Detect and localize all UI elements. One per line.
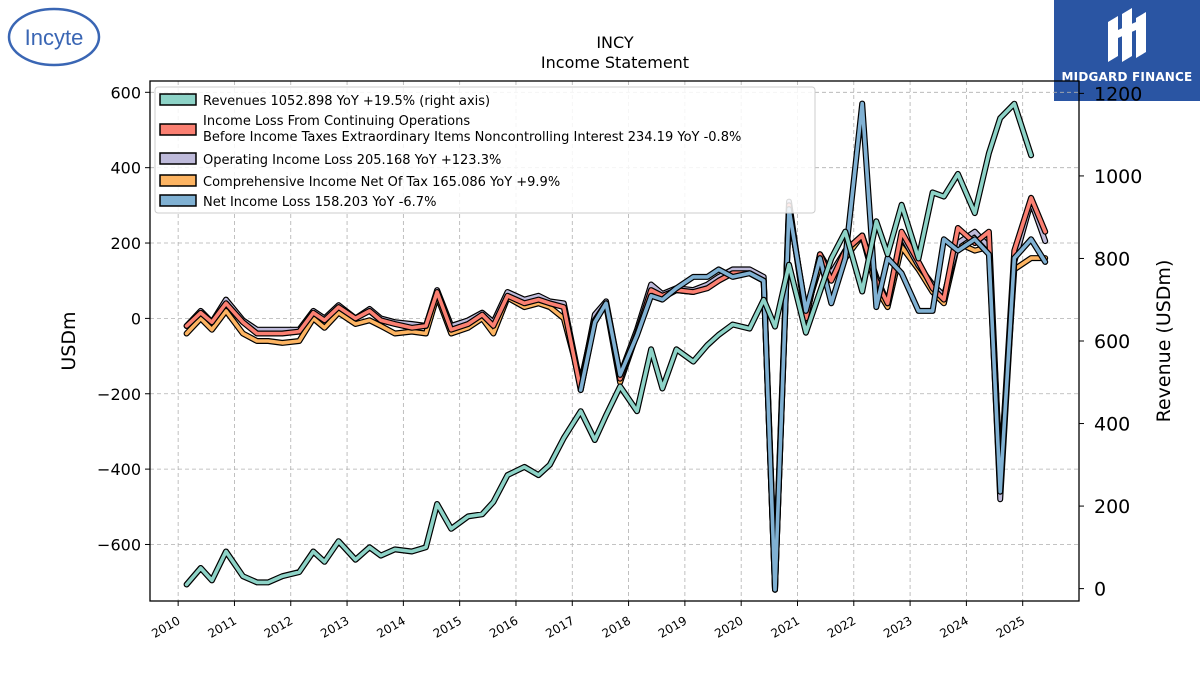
- midgard-finance-brand-text: MIDGARD FINANCE: [1061, 70, 1193, 84]
- y-tick-label: 600: [110, 83, 141, 102]
- y-tick-label: 200: [110, 234, 141, 253]
- x-tick-label: 2018: [600, 613, 633, 640]
- legend: Revenues 1052.898 YoY +19.5% (right axis…: [154, 86, 816, 214]
- x-tick-label: 2020: [712, 613, 745, 640]
- y-tick-label: −400: [97, 460, 141, 479]
- x-tick-label: 2023: [881, 613, 914, 640]
- x-tick-label: 2019: [656, 613, 689, 640]
- legend-swatch: [159, 174, 197, 187]
- chart-subtitle: Income Statement: [541, 53, 689, 72]
- x-tick-label: 2021: [769, 613, 802, 640]
- y2-tick-label: 400: [1094, 414, 1130, 436]
- right-axis-ticks: 0 200 400 600 800 1000 1200: [1079, 83, 1142, 601]
- left-axis-ticks: −600 −400 −200 0 200 400 600: [97, 83, 150, 554]
- x-tick-label: 2025: [994, 613, 1027, 640]
- y2-tick-label: 1000: [1094, 166, 1142, 188]
- legend-label: Operating Income Loss 205.168 YoY +123.3…: [203, 153, 501, 168]
- y-tick-label: 400: [110, 159, 141, 178]
- y2-axis-label: Revenue (USDm): [1153, 260, 1175, 423]
- legend-label: Net Income Loss 158.203 YoY -6.7%: [203, 195, 436, 210]
- x-axis-ticks: 2010 2011 2012 2013 2014 2015 2016 2017 2018 2019…: [149, 601, 1027, 641]
- y2-tick-label: 200: [1094, 496, 1130, 518]
- series-line: [184, 101, 1033, 587]
- y-tick-label: 0: [131, 309, 141, 328]
- incyte-logo: Incyte: [6, 6, 102, 68]
- x-tick-label: 2014: [374, 613, 407, 640]
- y-tick-label: −600: [97, 535, 141, 554]
- legend-label: Before Income Taxes Extraordinary Items …: [203, 130, 741, 145]
- legend-box: [154, 86, 816, 214]
- series-0: [183, 100, 1035, 588]
- legend-label: Income Loss From Continuing Operations: [203, 114, 470, 129]
- legend-label: Comprehensive Income Net Of Tax 165.086 …: [203, 175, 560, 190]
- y2-tick-label: 0: [1094, 579, 1106, 601]
- series-layer: [183, 100, 1049, 593]
- series-4: [577, 100, 1049, 593]
- y2-tick-label: 800: [1094, 248, 1130, 270]
- series-line: [578, 101, 1047, 592]
- midgard-finance-logo: MIDGARD FINANCE: [1054, 0, 1200, 101]
- legend-swatch: [159, 152, 197, 165]
- y-axis-label: USDm: [58, 311, 80, 370]
- incyte-logo-text: Incyte: [25, 25, 84, 50]
- x-tick-label: 2024: [937, 613, 970, 640]
- x-tick-label: 2012: [262, 613, 295, 640]
- legend-swatch: [159, 194, 197, 207]
- legend-swatch: [159, 93, 197, 106]
- x-tick-label: 2013: [318, 613, 351, 640]
- x-tick-label: 2017: [543, 613, 576, 640]
- midgard-emblem-icon: [1108, 8, 1146, 62]
- legend-swatch: [159, 123, 197, 136]
- y2-tick-label: 1200: [1094, 83, 1142, 105]
- chart-title: INCY: [596, 33, 634, 52]
- incyte-logo-graphic: Incyte: [7, 7, 101, 67]
- y2-tick-label: 600: [1094, 331, 1130, 353]
- x-tick-label: 2010: [149, 613, 182, 640]
- y-tick-label: −200: [97, 385, 141, 404]
- legend-label: Revenues 1052.898 YoY +19.5% (right axis…: [203, 94, 490, 109]
- x-tick-label: 2011: [206, 613, 239, 640]
- x-tick-label: 2016: [487, 613, 520, 640]
- x-tick-label: 2015: [431, 613, 464, 640]
- x-tick-label: 2022: [825, 613, 858, 640]
